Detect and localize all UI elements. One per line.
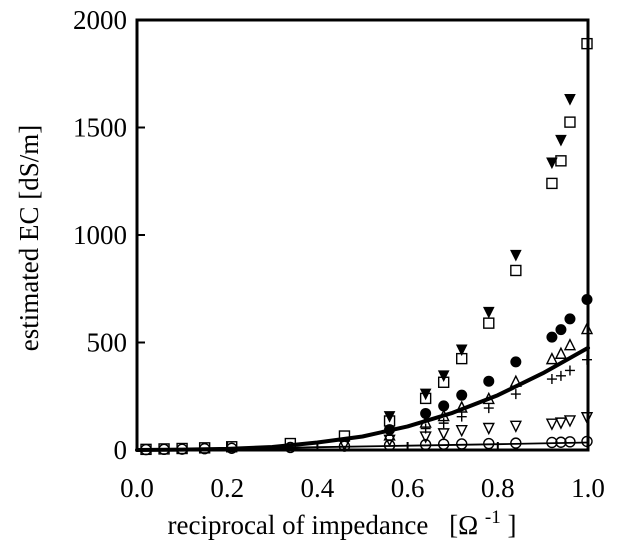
- filled-triangle-down-marker: [546, 157, 558, 170]
- x-axis-label-text: reciprocal of impedance: [168, 510, 429, 540]
- filled-circle-marker: [456, 389, 468, 401]
- open-circle-marker: [456, 438, 468, 450]
- open-triangle-down-marker: [545, 418, 559, 431]
- open-square-marker: [483, 317, 495, 329]
- x-tick-label: 1.0: [571, 473, 605, 503]
- plus-marker: [456, 411, 467, 422]
- open-triangle-down-marker: [419, 431, 432, 444]
- filled-triangle-down-marker: [455, 344, 468, 357]
- filled-circle-marker: [483, 375, 495, 387]
- filled-triangle-down-marker: [510, 249, 522, 262]
- y-tick-label: 1000: [73, 220, 127, 250]
- open-circle-marker: [383, 439, 396, 451]
- open-circle-marker: [419, 438, 432, 451]
- filled-triangle-down-marker: [564, 94, 576, 106]
- x-axis-unit: [Ω: [449, 510, 478, 540]
- plus-marker: [483, 403, 494, 414]
- open-square-marker: [555, 155, 567, 167]
- open-triangle-down-marker: [509, 420, 522, 433]
- plus-marker: [582, 354, 592, 365]
- filled-circle-marker: [564, 313, 576, 325]
- open-triangle-up-marker: [554, 346, 568, 359]
- open-circle-marker: [158, 443, 170, 456]
- plus-marker: [555, 370, 566, 381]
- open-square-marker: [437, 376, 450, 388]
- plus-marker: [546, 374, 557, 385]
- x-axis-unit-superscript: -1: [485, 507, 501, 528]
- fit-curves: [135, 345, 590, 452]
- open-circle-marker: [555, 436, 567, 448]
- open-circle-marker: [437, 438, 450, 450]
- filled-triangle-down-marker: [482, 306, 495, 319]
- open-circle-marker: [546, 436, 558, 449]
- open-square-marker: [456, 352, 468, 365]
- x-axis-ticks: 0.0 0.2 0.4 0.6 0.8 1.0: [120, 442, 605, 503]
- open-square-marker: [546, 177, 558, 190]
- open-triangle-down-marker: [554, 417, 568, 430]
- open-square-marker: [284, 437, 297, 450]
- filled-triangle-down-marker: [555, 134, 567, 147]
- x-axis-unit-close: ]: [508, 510, 517, 540]
- y-tick-label: 1500: [73, 113, 127, 143]
- x-tick-label: 0.2: [210, 473, 244, 503]
- open-triangle-up-marker: [580, 321, 594, 335]
- x-tick-label: 0.4: [301, 473, 335, 503]
- open-circle-marker: [338, 440, 351, 452]
- plus-marker: [510, 389, 521, 400]
- open-triangle-down-marker: [338, 438, 351, 452]
- open-triangle-down-marker: [563, 415, 577, 428]
- x-tick-label: 0.0: [120, 473, 154, 503]
- x-axis-label: reciprocal of impedance [Ω -1 ]: [168, 499, 517, 540]
- open-triangle-up-marker: [545, 352, 559, 365]
- open-triangle-down-marker: [455, 424, 468, 438]
- y-tick-label: 500: [87, 328, 128, 358]
- open-triangle-down-marker: [437, 428, 450, 441]
- x-tick-label: 0.6: [391, 473, 425, 503]
- open-triangle-up-marker: [563, 338, 577, 351]
- y-axis-label: estimated EC [dS/m]: [14, 125, 44, 351]
- plus-marker: [564, 365, 575, 376]
- open-triangle-down-marker: [482, 422, 495, 436]
- filled-circle-marker: [581, 294, 593, 305]
- x-tick-label: 0.8: [481, 473, 515, 503]
- y-axis-ticks: 0 500 1000 1500 2000: [73, 5, 145, 465]
- y-tick-label: 0: [114, 435, 128, 465]
- open-circle-marker: [564, 436, 576, 448]
- open-triangle-down-marker: [580, 412, 594, 425]
- filled-circle-marker: [546, 331, 558, 343]
- open-circle-marker: [483, 437, 495, 450]
- y-tick-label: 2000: [73, 5, 127, 35]
- filled-triangle-down-marker: [437, 370, 450, 382]
- fit-curve-thin: [136, 441, 589, 451]
- open-square-marker: [564, 116, 576, 128]
- open-circle-marker: [198, 443, 211, 455]
- open-circle-marker: [284, 441, 297, 454]
- filled-circle-marker: [510, 356, 522, 368]
- open-square-marker: [510, 264, 522, 277]
- filled-circle-marker: [555, 324, 567, 336]
- open-triangle-up-marker: [509, 374, 522, 387]
- open-square-marker: [581, 37, 593, 50]
- plus-marker: [438, 418, 449, 429]
- open-circle-marker: [510, 437, 522, 449]
- data-markers: [140, 37, 594, 456]
- open-circle-marker: [176, 443, 188, 455]
- filled-triangle-down-marker: [419, 388, 432, 401]
- open-square-marker: [419, 392, 432, 405]
